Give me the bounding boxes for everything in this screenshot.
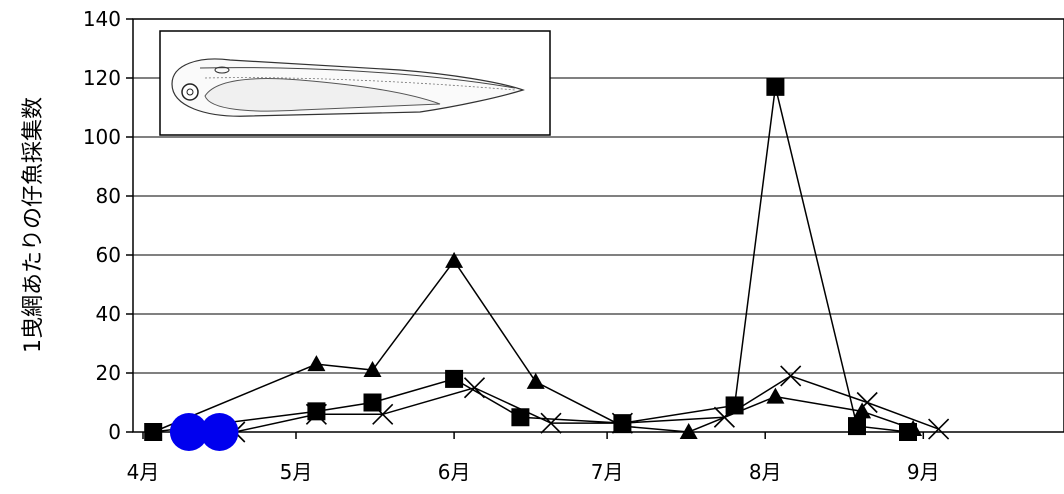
square-marker: [848, 417, 866, 436]
y-tick-label: 20: [96, 361, 121, 385]
triangle-marker: [679, 423, 698, 439]
square-marker: [899, 423, 917, 441]
x-marker: [928, 418, 950, 440]
x-tick-label: 8月: [749, 460, 782, 484]
x-marker: [780, 365, 802, 387]
x-marker: [713, 406, 735, 428]
square-marker: [766, 77, 785, 96]
y-tick-label: 140: [83, 7, 121, 31]
triangle-marker: [853, 402, 872, 419]
x-tick-label: 6月: [438, 460, 471, 484]
square-marker: [725, 396, 744, 415]
x-marker: [372, 403, 394, 425]
series-triangle: [144, 251, 923, 439]
square-marker: [144, 423, 163, 441]
series-line: [234, 375, 939, 433]
x-marker: [856, 391, 878, 414]
triangle-marker: [766, 387, 785, 404]
series-line: [152, 259, 914, 433]
triangle-marker: [526, 372, 545, 389]
x-marker: [540, 412, 562, 434]
y-tick-label: 100: [83, 125, 121, 149]
x-marker: [463, 377, 486, 399]
square-marker: [307, 402, 326, 421]
triangle-marker: [307, 355, 326, 372]
triangle-marker: [363, 361, 382, 378]
square-marker: [363, 393, 382, 412]
x-tick-label: 9月: [907, 460, 940, 484]
y-axis-label: 1曳網あたりの仔魚採集数: [21, 97, 46, 353]
series-layer: [144, 77, 950, 451]
square-marker: [445, 369, 464, 388]
x-tick-label: 7月: [591, 460, 624, 484]
x-marker: [611, 412, 633, 434]
x-tick-label: 5月: [280, 460, 313, 484]
series-circle: [169, 413, 239, 451]
y-axis-ticks: 0 20 40 60 80 100 120 140: [83, 7, 133, 444]
plot-area: [132, 18, 1064, 433]
series-line: [153, 86, 909, 433]
square-marker: [511, 408, 530, 427]
x-marker: [305, 403, 327, 425]
y-tick-label: 0: [108, 420, 121, 444]
series-x: [224, 365, 950, 443]
x-tick-label: 4月: [127, 460, 160, 484]
y-tick-label: 60: [96, 243, 121, 267]
circle-marker: [169, 413, 208, 451]
x-axis-ticks: 4月 5月 6月 7月 8月 9月: [127, 432, 940, 484]
triangle-marker: [445, 251, 464, 268]
circle-marker: [200, 413, 239, 451]
y-tick-label: 40: [96, 302, 121, 326]
larva-illustration: [159, 30, 551, 136]
y-tick-label: 80: [96, 184, 121, 208]
y-tick-label: 120: [83, 66, 121, 90]
